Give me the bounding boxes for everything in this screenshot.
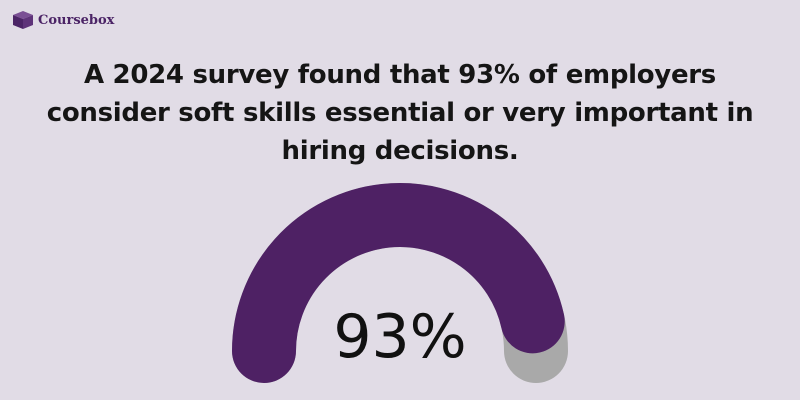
- gauge-value-label: 93%: [333, 302, 467, 372]
- brand-logo: Coursebox: [12, 10, 114, 30]
- box-icon: [13, 11, 33, 29]
- gauge-fill: [232, 183, 565, 383]
- brand-name: Coursebox: [38, 12, 115, 28]
- headline: A 2024 survey found that 93% of employer…: [46, 60, 754, 166]
